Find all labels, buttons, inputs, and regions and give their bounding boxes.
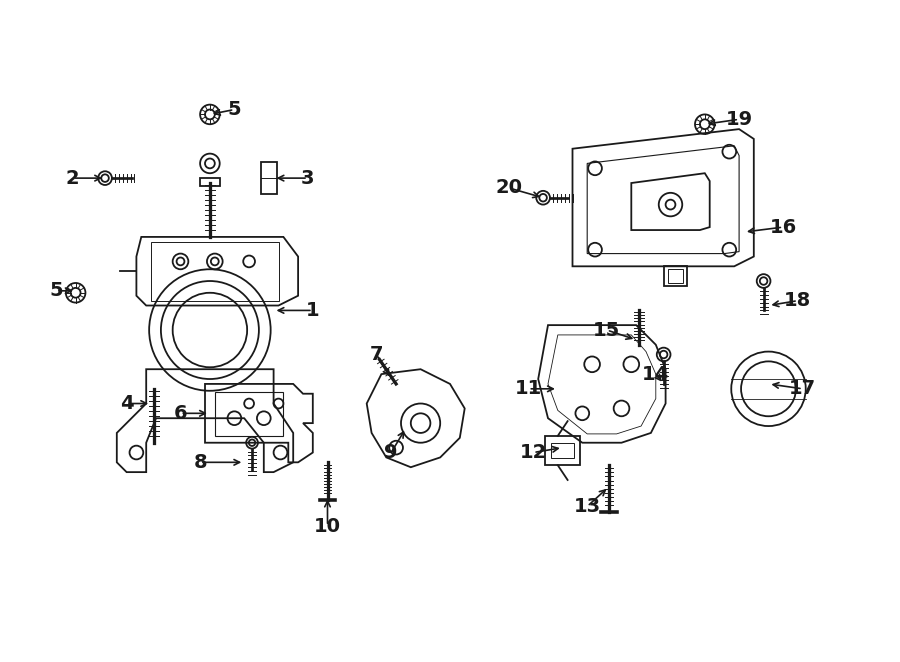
Bar	[668, 269, 683, 283]
Text: 4: 4	[120, 394, 133, 413]
Text: 7: 7	[370, 345, 383, 364]
Text: 12: 12	[519, 443, 547, 462]
Bar	[545, 436, 580, 465]
Bar	[261, 162, 276, 194]
Text: 11: 11	[515, 379, 542, 399]
Text: 1: 1	[306, 301, 319, 320]
Text: 5: 5	[50, 281, 63, 301]
Text: 13: 13	[573, 497, 601, 516]
Bar	[200, 178, 220, 186]
Text: 2: 2	[66, 169, 79, 187]
Text: 10: 10	[314, 516, 341, 536]
Text: 17: 17	[789, 379, 816, 399]
Text: 20: 20	[495, 179, 522, 197]
Text: 3: 3	[302, 169, 315, 187]
Bar	[663, 266, 688, 286]
Text: 6: 6	[174, 404, 187, 423]
Bar	[215, 392, 284, 436]
Text: 18: 18	[784, 291, 812, 310]
Text: 19: 19	[725, 110, 752, 129]
Text: 8: 8	[194, 453, 207, 472]
Text: 16: 16	[770, 218, 796, 236]
Text: 14: 14	[643, 365, 670, 383]
Text: 9: 9	[384, 443, 398, 462]
Text: 5: 5	[228, 100, 241, 119]
Bar	[551, 443, 574, 458]
Text: 15: 15	[593, 320, 620, 340]
Bar	[151, 242, 278, 301]
